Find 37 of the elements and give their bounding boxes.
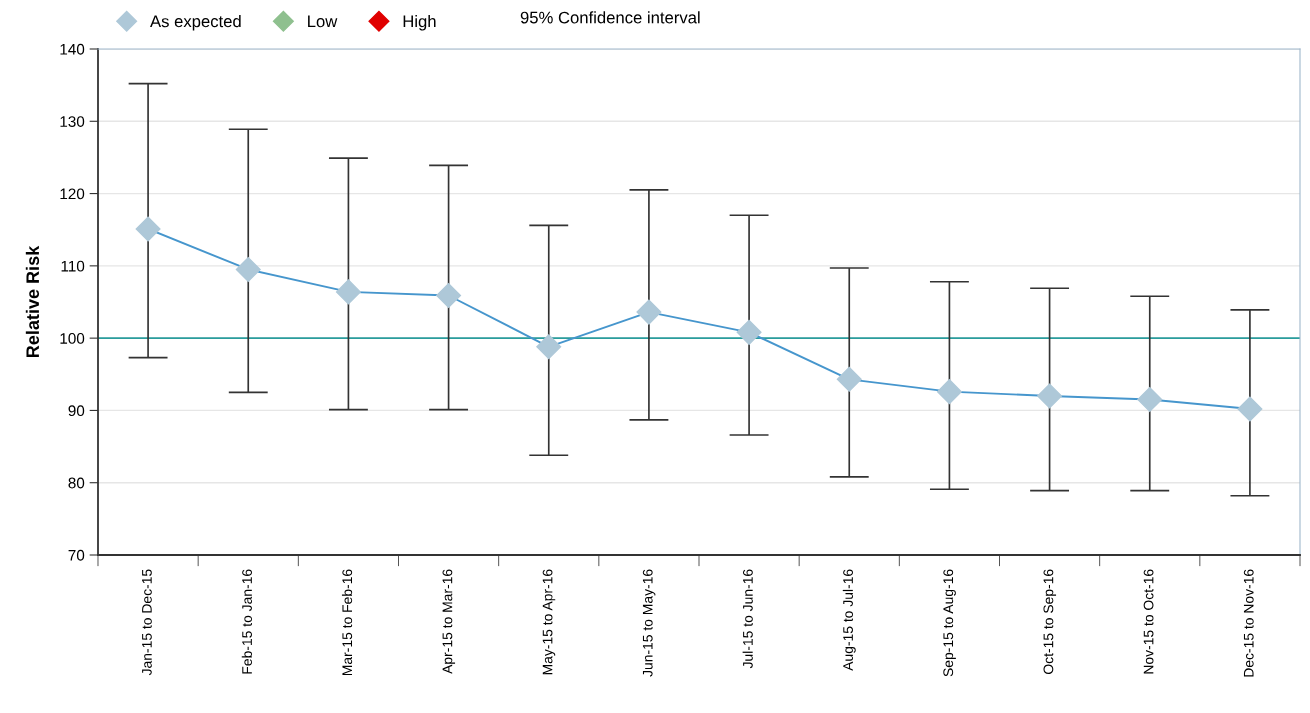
point [436,283,462,308]
x-tick-label: Sep-15 to Aug-16 [943,569,956,677]
x-tick-label: Apr-15 to Mar-16 [442,569,456,674]
y-tick-label: 120 [60,188,85,200]
y-tick-label: 90 [68,405,85,417]
y-tick-label: 100 [60,333,85,344]
y-tick-label: 140 [60,43,85,55]
y-tick-label: 110 [61,260,85,272]
point [936,379,962,405]
y-tick-label: 130 [60,116,85,127]
x-tick-label: Jun-15 to May-16 [642,569,656,677]
text: 95% Confidence interval [520,11,700,24]
legend-label: As expected [150,15,241,31]
x-tick-label: Mar-15 to Feb-16 [341,569,353,676]
x-tick-label: Feb-15 to Jan-16 [241,569,252,674]
point [536,334,562,360]
x-tick-label: Oct-15 to Sep-16 [1043,569,1057,674]
point [135,216,161,242]
x-tick-label: Jan-15 to Dec-15 [142,569,152,676]
x-tick-label: Jul-15 to Jun-16 [742,569,753,669]
point [1037,383,1063,409]
y-axis-title: Relative Risk [25,245,40,357]
point [1237,396,1263,422]
point [235,256,261,282]
point [636,299,662,325]
point [736,319,762,345]
point [1137,387,1163,413]
legend-label: High [403,15,436,31]
x-tick-label: Dec-15 to Nov-16 [1243,569,1254,677]
x-tick-label: Nov-15 to Oct-16 [1143,569,1154,674]
y-tick-label: 80 [68,477,85,489]
point [836,366,862,392]
y-tick-label: 70 [68,549,85,561]
point [335,279,361,305]
x-tick-label: May-15 to Apr-16 [542,569,556,675]
legend-label: Low [308,15,338,28]
x-tick-label: Aug-15 to Jul-16 [842,569,856,671]
